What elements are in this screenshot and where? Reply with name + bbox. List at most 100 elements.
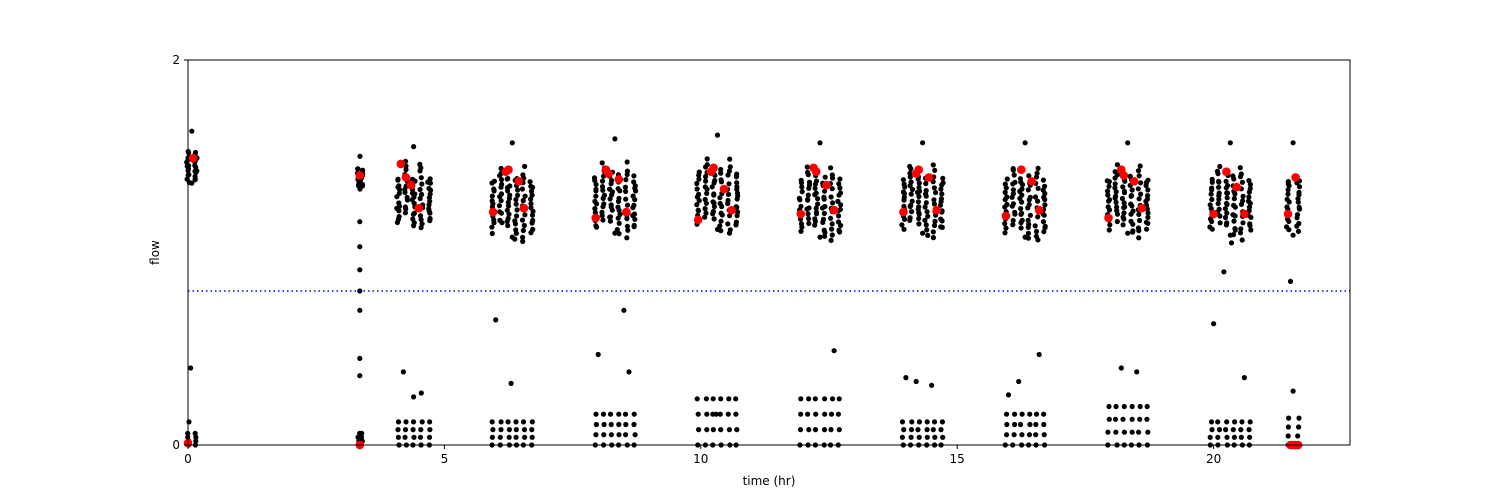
data-point bbox=[1129, 416, 1135, 422]
data-point bbox=[1216, 184, 1222, 190]
data-point bbox=[805, 216, 812, 222]
data-point bbox=[1129, 403, 1135, 410]
data-point bbox=[506, 434, 512, 440]
data-point bbox=[703, 178, 709, 184]
data-point bbox=[528, 188, 535, 194]
data-point bbox=[418, 427, 424, 433]
data-point bbox=[417, 434, 424, 440]
highlight-point bbox=[396, 159, 406, 169]
data-point bbox=[1118, 365, 1124, 371]
data-point bbox=[623, 177, 629, 183]
data-point bbox=[193, 434, 199, 440]
data-point bbox=[1010, 187, 1017, 193]
data-point bbox=[923, 188, 929, 194]
data-point bbox=[1246, 427, 1252, 433]
data-point bbox=[828, 411, 835, 417]
data-point bbox=[1019, 217, 1025, 223]
data-point bbox=[938, 427, 944, 433]
highlight-point bbox=[709, 163, 718, 173]
data-point bbox=[491, 178, 497, 184]
data-point bbox=[1138, 191, 1144, 197]
data-point bbox=[718, 396, 724, 402]
data-point bbox=[186, 419, 192, 425]
data-point bbox=[806, 396, 812, 402]
data-point bbox=[829, 226, 835, 232]
data-point bbox=[1137, 163, 1143, 169]
data-point bbox=[725, 172, 731, 178]
data-point bbox=[1237, 230, 1244, 236]
data-point bbox=[821, 194, 827, 200]
data-point bbox=[411, 394, 417, 400]
data-point bbox=[1294, 212, 1301, 218]
data-point bbox=[395, 427, 401, 433]
data-point bbox=[924, 427, 930, 433]
data-point bbox=[1137, 217, 1143, 224]
data-point bbox=[395, 434, 401, 440]
data-point bbox=[1137, 403, 1143, 410]
data-point bbox=[410, 216, 416, 222]
data-point bbox=[916, 193, 922, 200]
highlight-point bbox=[1232, 182, 1241, 192]
data-point bbox=[409, 176, 416, 182]
data-point bbox=[1216, 427, 1223, 433]
data-point bbox=[497, 434, 503, 440]
data-point bbox=[1224, 434, 1230, 440]
data-point bbox=[593, 223, 599, 229]
data-point bbox=[1221, 269, 1227, 275]
data-point bbox=[1005, 392, 1012, 398]
data-point bbox=[489, 434, 495, 440]
data-point bbox=[357, 267, 363, 273]
data-point bbox=[718, 427, 724, 433]
data-point bbox=[357, 307, 363, 313]
data-point bbox=[798, 177, 804, 183]
data-point bbox=[828, 194, 834, 200]
data-point bbox=[1209, 427, 1215, 433]
highlight-point bbox=[355, 171, 365, 180]
data-point bbox=[909, 419, 915, 425]
data-point bbox=[1285, 187, 1291, 193]
data-point bbox=[189, 128, 195, 134]
data-point bbox=[631, 421, 637, 428]
data-point bbox=[836, 396, 842, 402]
data-point bbox=[938, 216, 944, 222]
data-point bbox=[1120, 214, 1126, 220]
data-point bbox=[1217, 213, 1223, 219]
data-point bbox=[1134, 369, 1140, 375]
data-point bbox=[711, 191, 717, 197]
data-point bbox=[417, 161, 423, 167]
data-point bbox=[1295, 228, 1302, 234]
data-point bbox=[512, 218, 518, 224]
highlight-point bbox=[1104, 213, 1113, 223]
data-point bbox=[734, 171, 740, 177]
data-point bbox=[489, 224, 495, 230]
highlight-point bbox=[1209, 209, 1218, 219]
data-point bbox=[703, 396, 710, 402]
data-point bbox=[938, 196, 945, 202]
data-point bbox=[696, 176, 702, 182]
data-point bbox=[489, 230, 495, 237]
data-point bbox=[1012, 421, 1018, 428]
data-point bbox=[924, 434, 930, 440]
data-point bbox=[530, 217, 536, 223]
data-point bbox=[798, 228, 804, 234]
data-point bbox=[1296, 415, 1302, 421]
data-point bbox=[901, 181, 907, 187]
data-point bbox=[1145, 214, 1151, 220]
data-point bbox=[1227, 232, 1233, 238]
data-point bbox=[899, 419, 906, 425]
data-point bbox=[593, 181, 599, 187]
data-point bbox=[817, 234, 823, 240]
data-point bbox=[601, 201, 607, 207]
data-point bbox=[515, 187, 521, 193]
data-point bbox=[932, 434, 938, 440]
data-point bbox=[427, 176, 433, 182]
data-point bbox=[805, 211, 811, 217]
data-point bbox=[1207, 202, 1213, 208]
data-point bbox=[799, 189, 805, 195]
data-point bbox=[506, 427, 512, 433]
data-point bbox=[529, 434, 535, 440]
data-point bbox=[1010, 222, 1016, 228]
data-point bbox=[505, 175, 511, 182]
data-point bbox=[909, 186, 916, 193]
data-point bbox=[812, 427, 819, 433]
